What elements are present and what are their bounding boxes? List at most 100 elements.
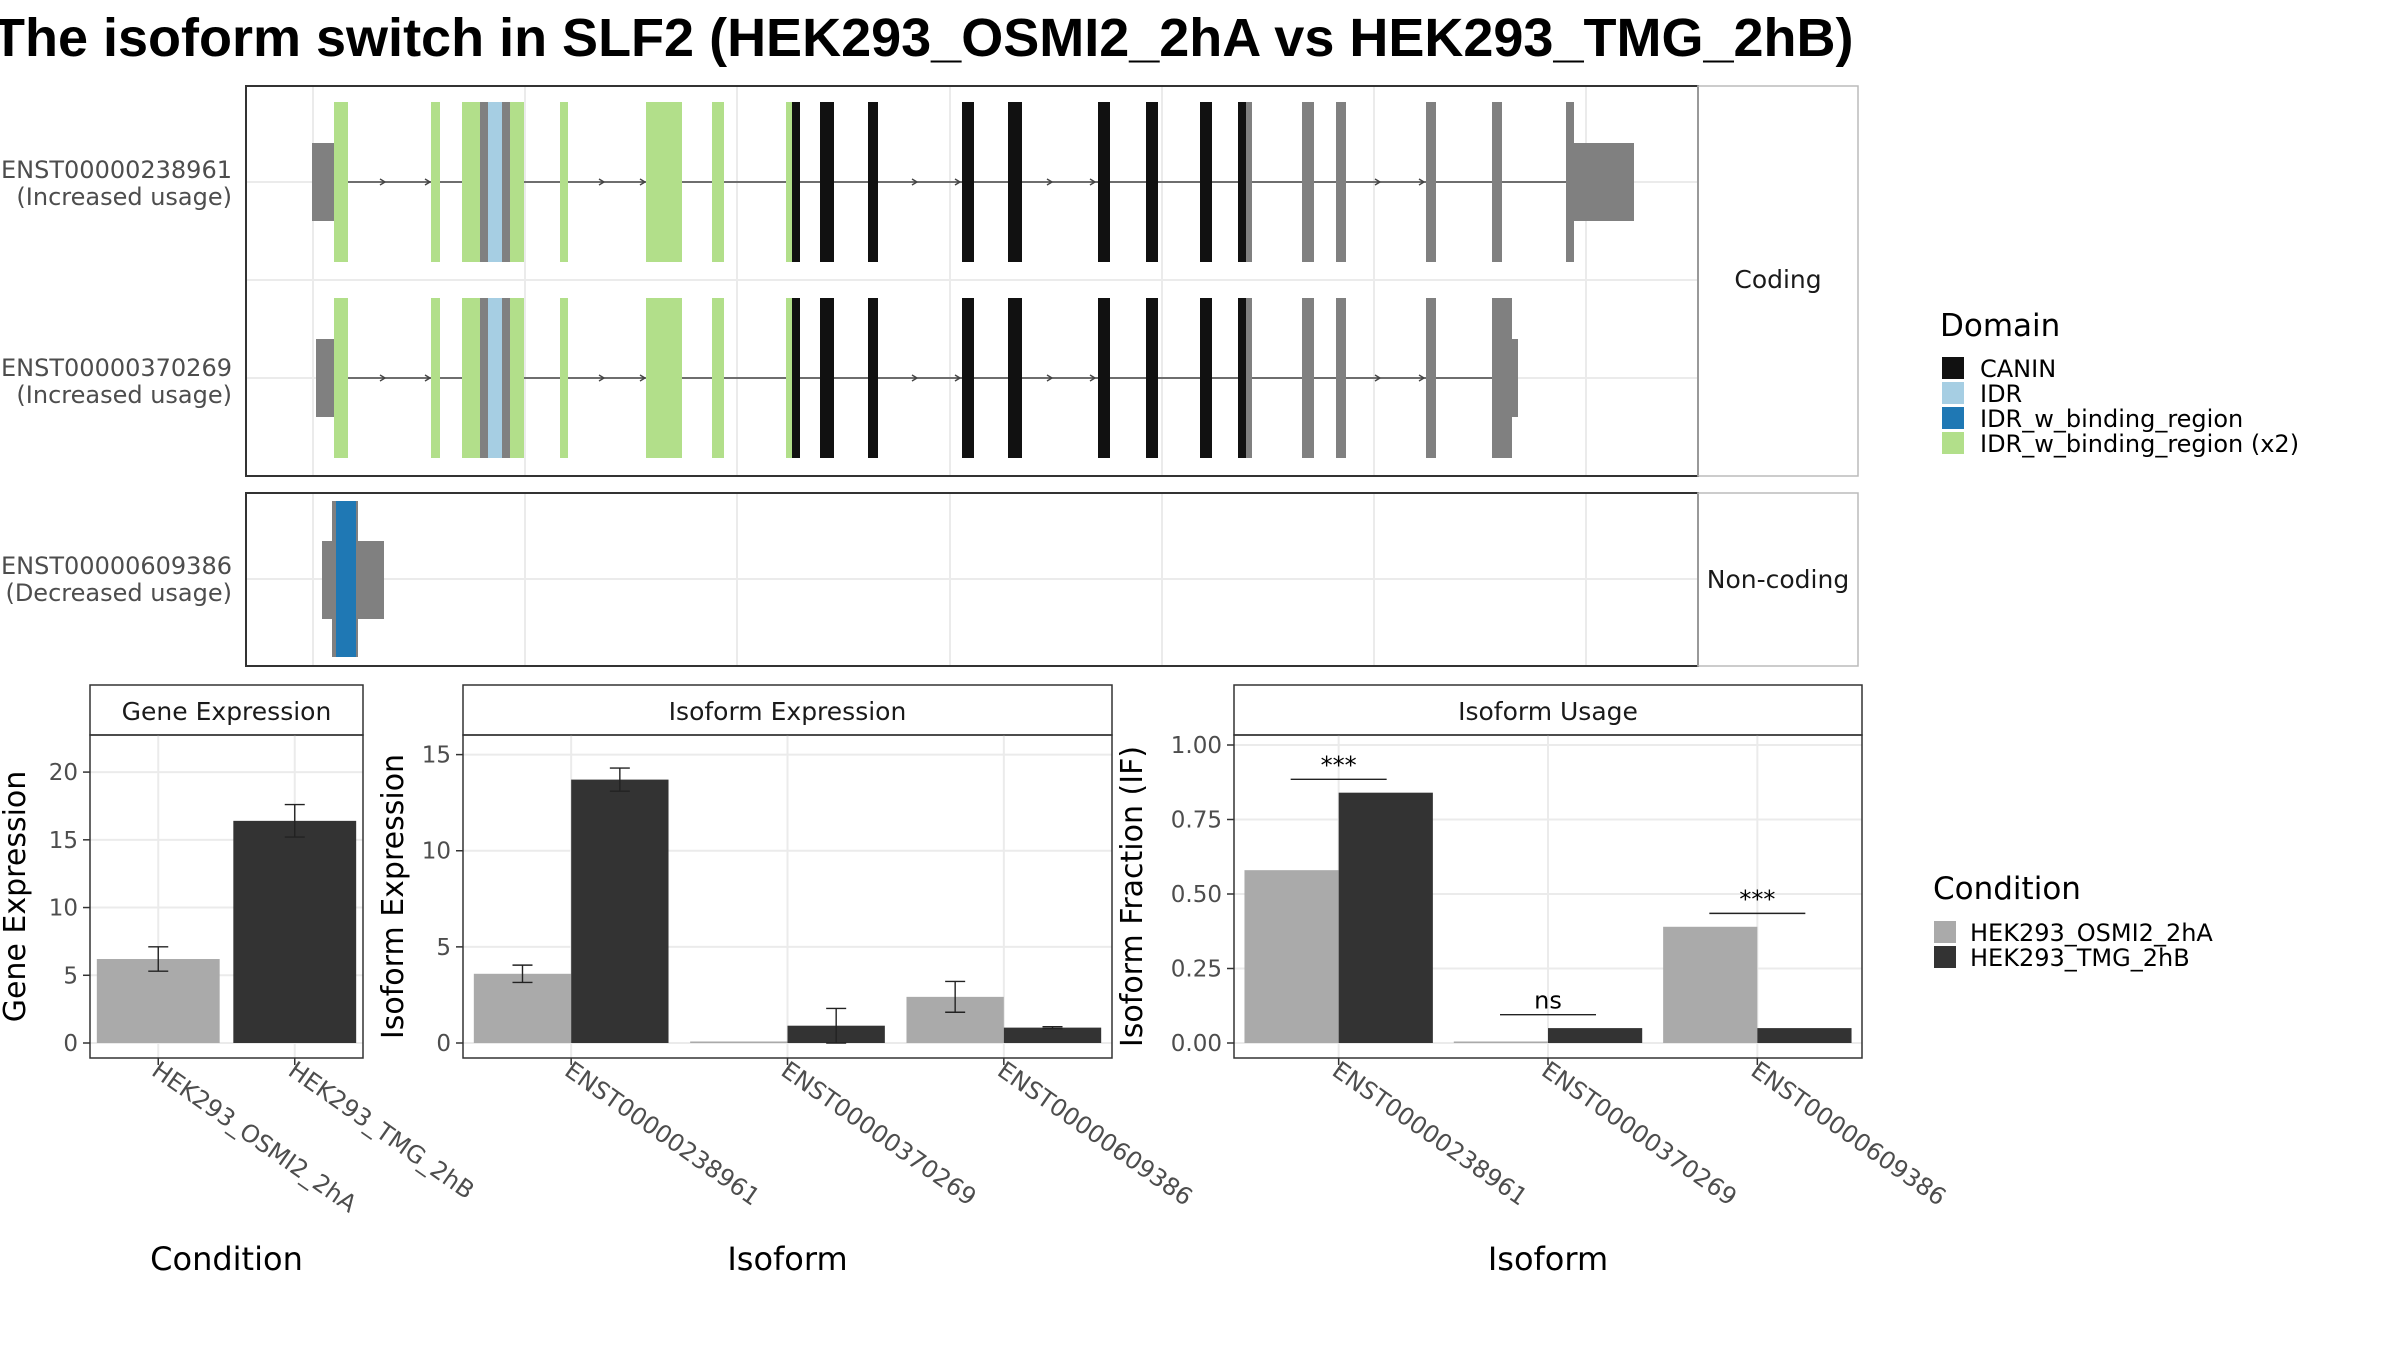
utr-exon	[1512, 339, 1518, 417]
x-axis-title: Isoform	[1488, 1240, 1608, 1278]
exon-uncoded	[502, 102, 510, 262]
bar	[1663, 926, 1758, 1043]
x-tick-label: ENST00000609386	[992, 1056, 1197, 1211]
legend-swatch-condition-b	[1934, 946, 1956, 968]
x-tick-label: ENST00000370269	[776, 1056, 981, 1211]
exon-canin	[820, 102, 834, 262]
direction-arrow	[1374, 374, 1382, 382]
exon-idr-w-binding-region-x2	[786, 298, 792, 458]
exon-canin	[1146, 298, 1158, 458]
y-tick-label: 0	[63, 1031, 78, 1057]
bar	[1757, 1028, 1852, 1043]
x-tick-label: ENST00000370269	[1537, 1056, 1742, 1211]
exon-canin	[868, 102, 878, 262]
legend-label: HEK293_TMG_2hB	[1970, 944, 2190, 972]
y-axis-title: Isoform Fraction (IF)	[1115, 746, 1150, 1047]
expression-charts: Gene Expression05101520HEK293_OSMI2_2hAH…	[0, 684, 1951, 1278]
exon-idr-w-binding-region-x2	[646, 298, 682, 458]
exon-idr-w-binding-region-x2	[334, 298, 338, 458]
legend-label: HEK293_OSMI2_2hA	[1970, 919, 2213, 947]
x-axis-title: Isoform	[727, 1240, 847, 1278]
chart-isoform-usage: Isoform Usage *** ns *** 0.00 0.25 0.50 0.75 1.0…	[1115, 684, 1951, 1278]
transcript-track-ENST00000370269	[316, 298, 1518, 458]
legend-label: IDR	[1980, 380, 2022, 408]
transcript-structure-panel: Coding Non-coding ENST00000238961 (Incre…	[1, 85, 1859, 667]
exon-idr-w-binding-region-x2	[510, 298, 524, 458]
direction-arrow	[1418, 178, 1426, 186]
exon-idr-w-binding-region-x2	[334, 102, 338, 262]
exon-uncoded	[1246, 298, 1252, 458]
exon-canin	[1098, 298, 1110, 458]
exon-uncoded	[1302, 102, 1314, 262]
direction-arrow	[954, 374, 962, 382]
exon-uncoded	[1426, 102, 1436, 262]
exon-canin	[792, 102, 800, 262]
y-tick-label: 10	[422, 839, 451, 865]
chart-title: Gene Expression	[122, 697, 332, 726]
x-axis-title: Condition	[150, 1240, 303, 1278]
y-tick-label: 0	[436, 1031, 451, 1057]
exon-uncoded	[1426, 298, 1436, 458]
transcript-usage: (Increased usage)	[16, 183, 232, 211]
exon-idr-w-binding-region-x2	[786, 102, 792, 262]
bar	[1338, 792, 1433, 1043]
transcript-id: ENST00000609386	[1, 552, 232, 580]
x-tick-label: ENST00000609386	[1746, 1056, 1951, 1211]
utr-exon	[1574, 143, 1634, 221]
transcript-labels: ENST00000238961 (Increased usage) ENST00…	[1, 156, 232, 607]
chart-title: Isoform Usage	[1458, 697, 1638, 726]
utr-exon	[312, 143, 334, 221]
exon-canin	[962, 298, 974, 458]
condition-legend: Condition HEK293_OSMI2_2hA HEK293_TMG_2h…	[1933, 871, 2213, 972]
y-tick-label: 0.50	[1171, 882, 1222, 908]
significance-label: ***	[1739, 885, 1775, 913]
bar	[1003, 1027, 1102, 1043]
exon-idr-w-binding-region-x2	[510, 102, 524, 262]
transcript-id: ENST00000238961	[1, 156, 232, 184]
exon-uncoded	[1302, 298, 1314, 458]
exon-idr-w-binding-region-x2	[712, 102, 724, 262]
exon-uncoded	[480, 298, 488, 458]
exon-idr-w-binding-region-x2	[431, 102, 440, 262]
coding-strip-border	[1697, 85, 1859, 477]
exon-uncoded	[502, 298, 510, 458]
direction-arrow	[639, 178, 647, 186]
exon-idr-w-binding-region-x2	[712, 298, 724, 458]
direction-arrow	[379, 178, 387, 186]
bar	[1453, 1041, 1548, 1043]
legend-label: IDR_w_binding_region (x2)	[1980, 430, 2299, 458]
exon-canin	[1200, 102, 1212, 262]
utr-exon	[316, 339, 334, 417]
exon-uncoded	[480, 102, 488, 262]
exon-uncoded	[1566, 102, 1574, 262]
direction-arrow	[379, 374, 387, 382]
domain-legend-title: Domain	[1940, 308, 2060, 344]
transcript-id: ENST00000370269	[1, 354, 232, 382]
bar	[690, 1041, 788, 1043]
facet-strip	[462, 684, 1113, 736]
y-tick-label: 20	[49, 760, 78, 786]
direction-arrow	[598, 374, 606, 382]
direction-arrow	[911, 178, 919, 186]
exon-canin	[1098, 102, 1110, 262]
exon-idr-w-binding-region-x2	[338, 298, 348, 458]
x-tick-label: ENST00000238961	[1327, 1056, 1532, 1211]
exon-idr-w-binding-region-x2	[462, 298, 480, 458]
exon-idr-w-binding-region-x2	[338, 102, 348, 262]
facet-label-noncoding: Non-coding	[1707, 565, 1849, 594]
exon-uncoded	[1336, 102, 1346, 262]
y-tick-label: 5	[436, 935, 451, 961]
direction-arrow	[911, 374, 919, 382]
y-tick-label: 0.75	[1171, 808, 1222, 834]
legend-label: IDR_w_binding_region	[1980, 405, 2243, 433]
legend-swatch-idr	[1942, 382, 1964, 404]
exon-idr-w-binding-region-x2	[431, 298, 440, 458]
legend-swatch-canin	[1942, 357, 1964, 379]
transcript-track-ENST00000238961	[312, 102, 1634, 262]
y-tick-label: 0.00	[1171, 1031, 1222, 1057]
domain-legend: Domain CANIN IDR IDR_w_binding_region ID…	[1940, 308, 2299, 458]
exon-canin	[820, 298, 834, 458]
direction-arrow	[1089, 374, 1097, 382]
transcript-tracks	[312, 102, 1634, 657]
